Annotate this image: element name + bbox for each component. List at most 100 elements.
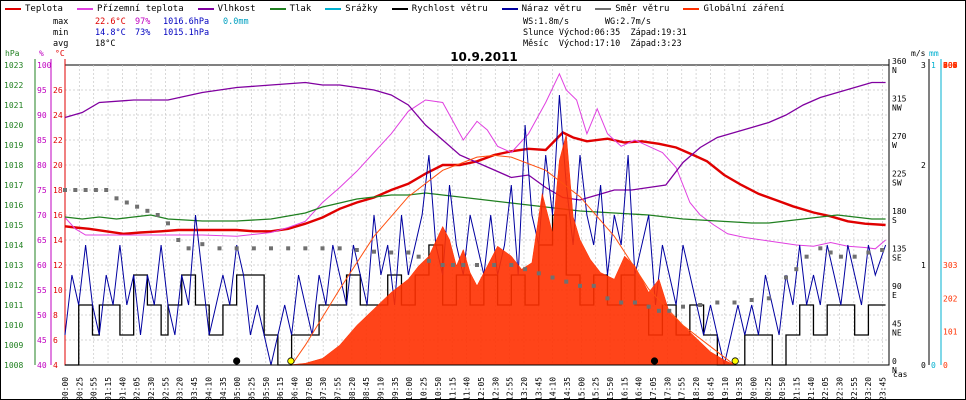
celsius-tick: 10 [53,286,63,295]
celsius-tick: 8 [53,311,58,320]
wind-direction-point [646,304,651,309]
direction-tick: 135 [892,245,907,254]
x-tick-label: 08:20 [348,377,357,399]
wind-direction-point [217,246,222,251]
x-tick-label: 00:55 [90,377,99,399]
stats-min-temp: 14.8°C [95,28,126,38]
x-tick-label: 18:20 [692,377,701,399]
hpa-tick: 1011 [4,301,23,310]
celsius-tick: 16 [53,211,63,220]
x-axis-label: čas [893,369,908,379]
x-tick-label: 22:05 [821,377,830,399]
wind-direction-point [145,208,150,213]
celsius-tick: 14 [53,236,63,245]
x-tick-label: 23:20 [864,377,873,399]
x-tick-label: 05:00 [233,377,242,399]
x-tick-label: 03:20 [176,377,185,399]
x-tick-label: 21:15 [792,377,801,399]
stats-min-hum: 73% [135,28,151,38]
wind-direction-point [681,304,685,309]
legend-item-2: Vlhkost [197,3,256,15]
x-tick-label: 05:50 [262,377,271,399]
x-tick-label: 15:00 [577,377,586,399]
celsius-tick: 18 [53,186,63,195]
wm2-tick: 404 [943,61,958,70]
compass-tick: NE [892,329,902,338]
x-tick-label: 16:15 [620,377,629,399]
x-tick-label: 21:40 [807,377,816,399]
x-tick-label: 17:30 [663,377,672,399]
wind-direction-point [838,254,843,259]
x-tick-label: 15:25 [592,377,601,399]
x-tick-label: 20:50 [778,377,787,399]
compass-tick: E [892,291,897,300]
compass-tick: N [892,366,897,375]
series-Clear-sky [291,154,735,366]
direction-tick: 0 [892,357,897,366]
x-tick-label: 11:15 [448,377,457,399]
x-tick-label: 16:40 [635,377,644,399]
series-Náraz-větru [64,94,887,366]
hpa-tick: 1012 [4,281,23,290]
x-tick-label: 09:10 [377,377,386,399]
astro-sun-line: Slunce Východ:06:35 Západ:19:31 [523,28,687,38]
chart-legend: Teplota Přízemní teplota Vlhkost Tlak Srážky… [5,3,799,15]
stats-max-hum: 97% [135,17,151,27]
percent-tick: 60 [37,261,47,270]
legend-swatch [269,8,286,10]
x-tick-label: 19:35 [735,377,744,399]
wind-direction-point [440,263,445,267]
wind-direction-point [766,296,771,301]
x-tick-label: 23:45 [879,377,888,399]
hpa-tick: 1018 [4,161,23,170]
wind-direction-point [632,300,637,305]
x-tick-label: 22:30 [836,377,845,399]
hpa-tick: 1013 [4,261,23,270]
wind-direction-point [200,242,205,247]
wind-direction-point [605,296,610,301]
legend-item-5: Rychlost větru [391,3,488,15]
legend-item-1: Přízemní teplota [76,3,184,15]
legend-swatch [683,8,700,10]
x-tick-label: 10:25 [420,377,429,399]
wind-direction-point [794,267,799,272]
celsius-tick: 20 [53,161,63,170]
hpa-tick: 1021 [4,101,23,110]
percent-tick: 45 [37,336,47,345]
celsius-tick: 4 [53,361,58,370]
compass-tick: N [892,66,897,75]
x-tick-label: 15:50 [606,377,615,399]
marker-sunrise [287,357,295,365]
x-tick-label: 17:05 [649,377,658,399]
stats-max-row: max 22.6°C 97% 1016.6hPa 0.0mm [53,17,249,28]
celsius-tick: 24 [53,111,63,120]
direction-tick: 45 [892,320,902,329]
wind-direction-point [320,246,325,251]
legend-swatch [325,8,342,10]
legend-label: Přízemní teplota [96,4,184,14]
x-tick-label: 12:05 [477,377,486,399]
mm-axis-label: mm [929,49,939,58]
percent-tick: 55 [37,286,47,295]
x-tick-label: 12:55 [506,377,515,399]
wind-direction-point [656,308,661,313]
legend-item-0: Teplota [5,3,63,15]
legend-label: Náraz větru [521,4,582,14]
wind-direction-point [337,246,342,251]
wind-direction-point [234,246,239,251]
celsius-tick: 12 [53,261,63,270]
hpa-tick: 1014 [4,241,23,250]
x-tick-label: 02:30 [147,377,156,399]
astro-wind-line: WS:1.8m/s WG:2.7m/s [523,17,651,27]
wind-direction-point [63,188,67,192]
ms-axis-label: m/s [911,49,926,58]
wm2-tick: 909 [943,61,958,70]
chart-title: 10.9.2011 [450,50,518,64]
legend-item-7: Směr větru [595,3,669,15]
percent-axis-label: % [39,49,44,58]
x-tick-label: 08:45 [362,377,371,399]
wind-direction-point [251,246,256,251]
wind-direction-point [93,188,98,192]
percent-tick: 95 [37,86,47,95]
